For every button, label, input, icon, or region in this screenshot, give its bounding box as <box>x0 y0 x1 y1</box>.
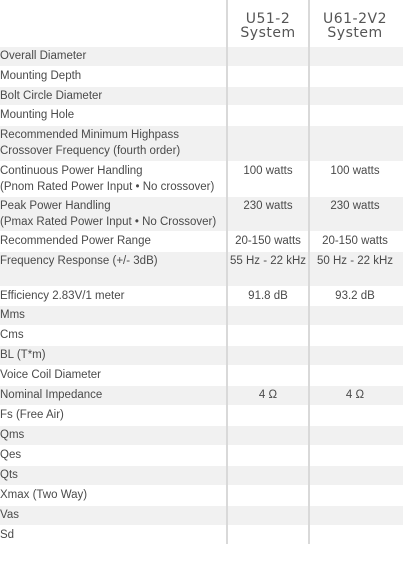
column-header-u51-2: U51-2 System <box>228 0 308 46</box>
row-label-line: (Pnom Rated Power Input • No crossover) <box>0 180 215 193</box>
column-header-model: U51-2 <box>245 11 291 27</box>
cell-u61-2v2: 100 watts <box>330 165 380 177</box>
table-row: Efficiency 2.83V/1 meter 91.8 dB 93.2 dB <box>0 287 403 305</box>
cell-u61-2v2: 93.2 dB <box>335 290 375 302</box>
row-label-line: Recommended Power Range <box>0 235 151 247</box>
row-label: Recommended Minimum Highpass Crossover Fr… <box>0 128 225 159</box>
row-label-line: Xmax (Two Way) <box>0 489 88 501</box>
table-row: Qes <box>0 446 403 465</box>
row-label-line: Peak Power Handling <box>0 200 111 212</box>
cell-u61-2v2: 4 Ω <box>345 389 365 401</box>
table-row: Qts <box>0 466 403 485</box>
column-divider <box>226 0 228 544</box>
table-row: Nominal Impedance 4 Ω 4 Ω <box>0 386 403 405</box>
table-row: Vas <box>0 506 403 525</box>
row-label-line: Sd <box>0 529 15 541</box>
table-row: Qms <box>0 426 403 445</box>
row-label-line: Vas <box>0 509 19 521</box>
row-label: Voice Coil Diameter <box>0 368 225 384</box>
table-row: Cms <box>0 326 403 345</box>
row-label: Continuous Power Handling (Pnom Rated Pow… <box>0 164 225 195</box>
cell-u51-2: 230 watts <box>243 200 293 212</box>
row-label: Peak Power Handling (Pmax Rated Power Inp… <box>0 199 225 230</box>
table-row: Xmax (Two Way) <box>0 486 403 505</box>
cell-u51-2: 20-150 watts <box>235 235 301 247</box>
row-label-line: Fs (Free Air) <box>0 409 64 421</box>
table-row: Recommended Minimum Highpass Crossover Fr… <box>0 126 403 161</box>
row-label-line: Recommended Minimum Highpass <box>0 129 179 141</box>
row-label-line: BL (T*m) <box>0 349 46 361</box>
row-label-line: Bolt Circle Diameter <box>0 90 103 102</box>
table-row: Overall Diameter <box>0 47 403 66</box>
row-label-line: Continuous Power Handling <box>0 165 143 177</box>
row-label-line: Overall Diameter <box>0 50 87 62</box>
table-header: U51-2 System U61-2V2 System <box>0 0 403 46</box>
row-label: Vas <box>0 508 225 524</box>
row-label: Cms <box>0 328 225 344</box>
row-label-line: Voice Coil Diameter <box>0 369 101 381</box>
table-row: Recommended Power Range 20-150 watts 20-15… <box>0 232 403 251</box>
row-label: Mounting Hole <box>0 108 225 124</box>
row-label: Efficiency 2.83V/1 meter <box>0 289 225 305</box>
column-header-system: System <box>327 25 383 41</box>
row-label: Overall Diameter <box>0 49 225 65</box>
cell-u51-2: 4 Ω <box>258 389 278 401</box>
cell-u51-2: 100 watts <box>243 165 293 177</box>
table-row: Continuous Power Handling (Pnom Rated Pow… <box>0 162 403 196</box>
row-label: Qts <box>0 468 225 484</box>
row-label: Mms <box>0 308 225 324</box>
row-label-line: Cms <box>0 329 24 341</box>
table-row: Fs (Free Air) <box>0 406 403 425</box>
table-row: Mms <box>0 306 403 325</box>
row-label-line: Crossover Frequency (fourth order) <box>0 144 181 157</box>
row-label-line: Nominal Impedance <box>0 389 103 401</box>
table-row: Bolt Circle Diameter <box>0 87 403 105</box>
cell-u61-2v2: 50 Hz - 22 kHz <box>316 255 394 267</box>
cell-u61-2v2: 20-150 watts <box>322 235 388 247</box>
table-row: Sd <box>0 526 403 544</box>
row-label: Xmax (Two Way) <box>0 488 225 504</box>
row-label: Qms <box>0 428 225 444</box>
table-row: Mounting Depth <box>0 67 403 86</box>
column-header-u61-2v2: U61-2V2 System <box>310 0 400 46</box>
row-label-line: (Pmax Rated Power Input • No Crossover) <box>0 215 217 228</box>
table-row: Mounting Hole <box>0 106 403 125</box>
table-row: BL (T*m) <box>0 346 403 365</box>
row-label: BL (T*m) <box>0 348 225 364</box>
row-label: Frequency Response (+/- 3dB) <box>0 254 225 270</box>
row-label: Nominal Impedance <box>0 388 225 404</box>
table-row: Peak Power Handling (Pmax Rated Power Inp… <box>0 197 403 231</box>
row-label: Sd <box>0 528 225 544</box>
table-row: Voice Coil Diameter <box>0 366 403 385</box>
row-label: Mounting Depth <box>0 69 225 85</box>
row-label-line: Qts <box>0 469 18 481</box>
cell-u51-2: 55 Hz - 22 kHz <box>229 255 307 267</box>
column-header-model: U61-2V2 <box>322 11 387 27</box>
row-label-line: Qms <box>0 429 25 441</box>
row-label-line: Mounting Hole <box>0 109 75 121</box>
row-label-line: Mounting Depth <box>0 70 82 82</box>
column-divider <box>308 0 310 544</box>
cell-u51-2: 91.8 dB <box>248 290 288 302</box>
cell-u61-2v2: 230 watts <box>330 200 380 212</box>
row-label: Recommended Power Range <box>0 234 225 250</box>
row-label: Qes <box>0 448 225 464</box>
row-label-line: Efficiency 2.83V/1 meter <box>0 290 125 302</box>
row-label-line: Frequency Response (+/- 3dB) <box>0 255 158 267</box>
row-label: Bolt Circle Diameter <box>0 89 225 105</box>
row-label-line: Qes <box>0 449 22 461</box>
column-header-system: System <box>240 25 296 41</box>
table-row: Frequency Response (+/- 3dB) 55 Hz - 22 k… <box>0 252 403 286</box>
row-label: Fs (Free Air) <box>0 408 225 424</box>
row-label-line: Mms <box>0 309 25 321</box>
